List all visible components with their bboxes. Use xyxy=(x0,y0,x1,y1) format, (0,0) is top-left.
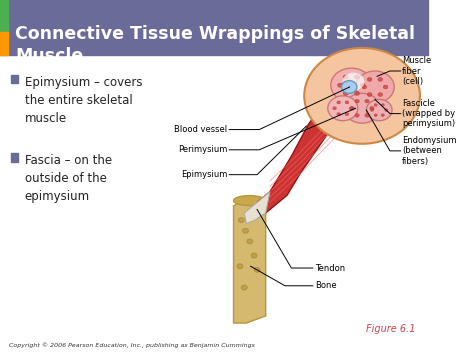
Text: Fascia – on the
outside of the
epimysium: Fascia – on the outside of the epimysium xyxy=(25,154,112,203)
Text: Figure 6.1: Figure 6.1 xyxy=(366,324,416,334)
Circle shape xyxy=(365,99,369,103)
Ellipse shape xyxy=(234,196,265,206)
Circle shape xyxy=(355,75,359,79)
Circle shape xyxy=(385,109,388,111)
Circle shape xyxy=(304,48,420,144)
Circle shape xyxy=(243,228,248,233)
Circle shape xyxy=(337,101,340,104)
Bar xyxy=(0,0,428,55)
Circle shape xyxy=(254,267,260,272)
Circle shape xyxy=(251,253,257,258)
Polygon shape xyxy=(244,192,270,224)
Circle shape xyxy=(350,106,355,110)
Circle shape xyxy=(370,106,374,110)
Circle shape xyxy=(328,96,358,121)
Circle shape xyxy=(355,91,359,95)
Circle shape xyxy=(344,93,380,123)
Circle shape xyxy=(241,285,247,290)
Circle shape xyxy=(345,113,349,116)
Circle shape xyxy=(374,104,377,106)
Circle shape xyxy=(365,114,369,117)
Polygon shape xyxy=(257,64,394,213)
Text: Blood vessel: Blood vessel xyxy=(174,125,227,134)
Circle shape xyxy=(366,99,392,121)
Bar xyxy=(11,153,18,162)
Text: Muscle
fiber
(cell): Muscle fiber (cell) xyxy=(402,56,431,86)
Circle shape xyxy=(331,68,372,102)
Bar xyxy=(11,75,18,83)
Circle shape xyxy=(360,83,365,87)
Circle shape xyxy=(362,85,367,89)
Circle shape xyxy=(333,107,337,110)
Circle shape xyxy=(341,81,357,93)
Circle shape xyxy=(237,264,243,269)
Text: Connective Tissue Wrappings of Skeletal
Muscle: Connective Tissue Wrappings of Skeletal … xyxy=(15,25,415,65)
Text: Epimysium – covers
the entire skeletal
muscle: Epimysium – covers the entire skeletal m… xyxy=(25,76,142,125)
Circle shape xyxy=(345,101,349,104)
Circle shape xyxy=(367,77,372,81)
Circle shape xyxy=(247,239,253,244)
Circle shape xyxy=(343,73,364,91)
Circle shape xyxy=(383,85,388,89)
Text: Bone: Bone xyxy=(315,281,337,290)
Circle shape xyxy=(355,114,359,117)
Circle shape xyxy=(356,71,394,103)
Circle shape xyxy=(343,91,348,95)
Circle shape xyxy=(371,109,374,111)
Circle shape xyxy=(378,93,383,97)
Text: Perimysium: Perimysium xyxy=(178,145,227,154)
Circle shape xyxy=(238,218,244,223)
Text: Tendon: Tendon xyxy=(315,263,345,273)
Bar xyxy=(0,0,8,32)
Circle shape xyxy=(349,107,353,110)
Circle shape xyxy=(337,83,343,87)
Circle shape xyxy=(337,113,340,116)
Circle shape xyxy=(374,114,377,116)
Bar xyxy=(0,32,8,55)
Circle shape xyxy=(343,75,348,79)
Circle shape xyxy=(355,99,359,103)
Circle shape xyxy=(381,114,384,116)
Text: Fascicle
(wrapped by
perimysium): Fascicle (wrapped by perimysium) xyxy=(402,99,455,129)
Text: Endomysium
(between
fibers): Endomysium (between fibers) xyxy=(402,136,456,166)
Circle shape xyxy=(378,77,383,81)
Text: Epimysium: Epimysium xyxy=(181,170,227,179)
Text: Copyright © 2006 Pearson Education, Inc., publishing as Benjamin Cummings: Copyright © 2006 Pearson Education, Inc.… xyxy=(9,342,255,348)
Circle shape xyxy=(367,93,372,97)
Polygon shape xyxy=(234,199,265,323)
Circle shape xyxy=(381,104,384,106)
